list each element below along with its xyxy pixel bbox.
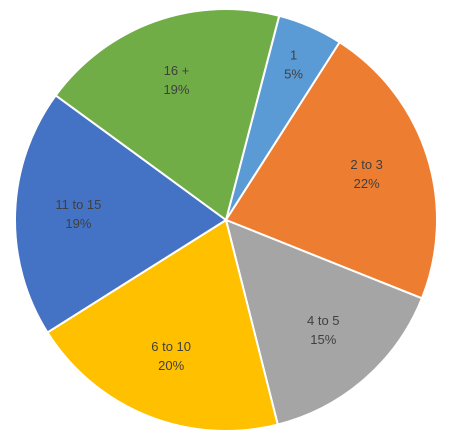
- slice-label: 11 to 15 19%: [55, 197, 101, 231]
- slice-category: 2 to 3: [350, 157, 383, 172]
- slice-percent: 20%: [158, 359, 184, 374]
- slice-category: 6 to 10: [151, 340, 191, 355]
- pie-slice: [224, 40, 438, 300]
- pie-slice: [14, 93, 228, 334]
- slice-label: 6 to 10 20%: [151, 340, 191, 374]
- pie-slice: [54, 8, 281, 222]
- slice-percent: 19%: [65, 216, 91, 231]
- pie-slice: [46, 218, 279, 432]
- slice-percent: 15%: [310, 333, 336, 348]
- pie-slice: [224, 218, 424, 426]
- slice-percent: 22%: [354, 176, 380, 191]
- slice-category: 4 to 5: [307, 314, 340, 329]
- slice-label: 4 to 5 15%: [307, 314, 340, 348]
- slice-label: 2 to 3 22%: [350, 157, 383, 191]
- slice-label: 1 5%: [284, 48, 303, 82]
- slice-category: 1: [290, 48, 297, 63]
- slice-category: 11 to 15: [55, 197, 101, 212]
- slice-percent: 19%: [163, 82, 189, 97]
- slice-label: 16 + 19%: [163, 63, 189, 97]
- slice-category: 16 +: [164, 63, 190, 78]
- slice-percent: 5%: [284, 67, 303, 82]
